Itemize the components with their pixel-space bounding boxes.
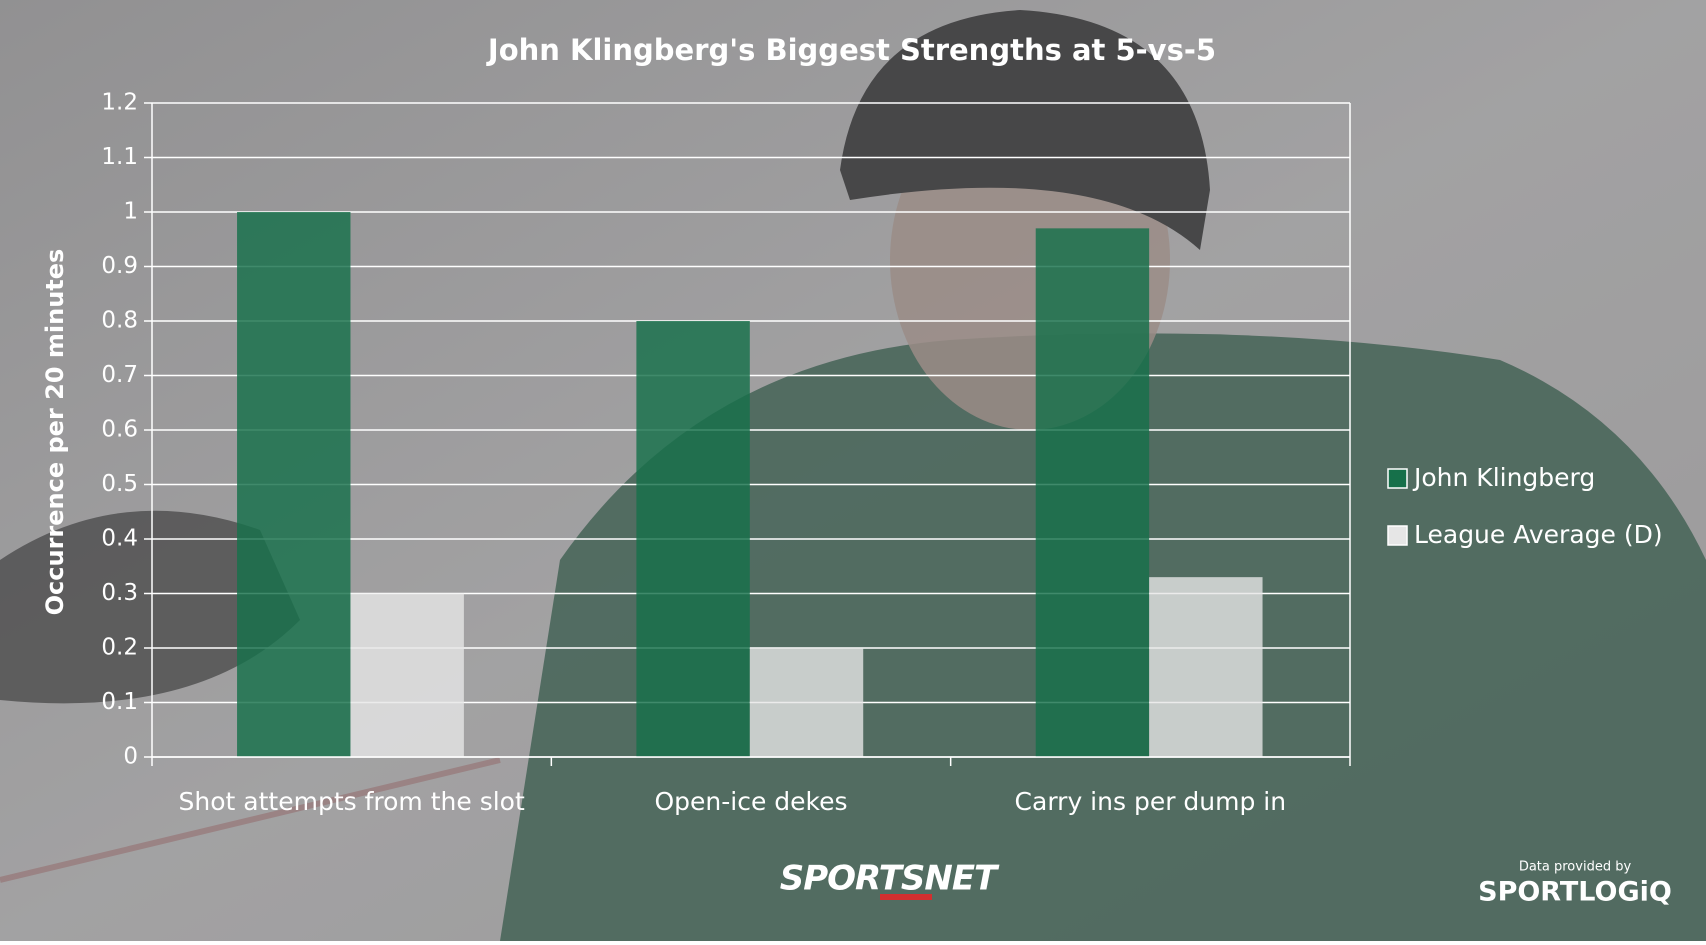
y-tick-label: 0.7 xyxy=(101,362,138,388)
photo-glove xyxy=(0,510,300,704)
y-tick-label: 0 xyxy=(123,744,138,770)
bar xyxy=(749,648,864,757)
chart-title: John Klingberg's Biggest Strengths at 5-… xyxy=(486,33,1216,67)
photo-ice-line xyxy=(0,757,501,883)
y-tick-label: 0.4 xyxy=(101,526,138,552)
logo-accent xyxy=(880,894,932,900)
legend-label: John Klingberg xyxy=(1412,463,1595,492)
bar xyxy=(1149,577,1263,757)
sportlogiq-logo: SPORTLOGiQ xyxy=(1478,877,1672,908)
y-tick-label: 0.2 xyxy=(101,635,138,661)
x-tick-label: Open-ice dekes xyxy=(654,787,847,816)
legend-label: League Average (D) xyxy=(1414,520,1663,549)
bar xyxy=(636,321,750,757)
y-tick-label: 1.2 xyxy=(101,90,138,116)
y-tick-label: 0.5 xyxy=(101,471,138,497)
y-tick-label: 1 xyxy=(123,199,138,225)
y-tick-label: 0.3 xyxy=(101,580,138,606)
x-tick-label: Shot attempts from the slot xyxy=(179,787,525,816)
y-tick-label: 0.9 xyxy=(101,253,138,279)
credit-text: Data provided by xyxy=(1519,860,1632,875)
x-tick-label: Carry ins per dump in xyxy=(1015,787,1287,816)
y-tick-label: 0.8 xyxy=(101,308,138,334)
sportsnet-logo: SPORTSNET xyxy=(780,859,1000,899)
bar xyxy=(350,593,464,757)
y-tick-label: 0.1 xyxy=(101,689,138,715)
legend-swatch xyxy=(1387,468,1408,489)
legend-swatch xyxy=(1387,525,1408,546)
photo-helmet xyxy=(840,10,1210,250)
y-tick-label: 1.1 xyxy=(101,144,138,170)
y-tick-label: 0.6 xyxy=(101,417,138,443)
bar xyxy=(237,212,351,757)
bar xyxy=(1035,228,1150,758)
y-axis-label: Occurrence per 20 minutes xyxy=(41,249,69,616)
